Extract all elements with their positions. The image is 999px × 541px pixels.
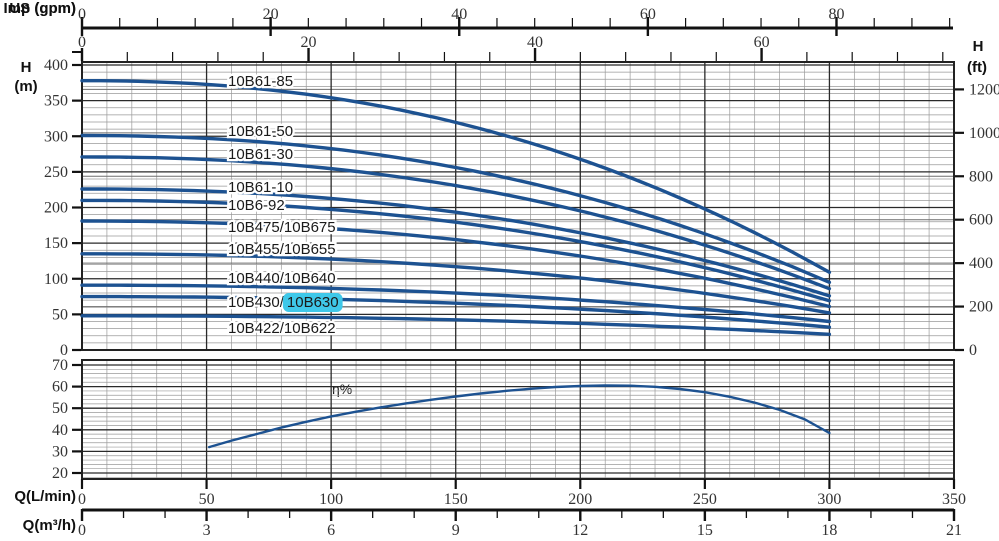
- us-gpm-tick-label: 40: [451, 6, 467, 23]
- curve-label-10B422/10B622: 10B422/10B622: [228, 320, 336, 337]
- h-m-tick-label: 100: [44, 271, 68, 288]
- h-m-tick-label: 150: [44, 235, 68, 252]
- curve-label-10B61-85: 10B61-85: [228, 73, 293, 90]
- eta-tick-label: 40: [52, 422, 68, 439]
- q-lmin-tick-label: 250: [693, 491, 717, 508]
- h-m-axis-title: H: [20, 59, 32, 76]
- curve-label-10B61-50: 10B61-50: [228, 123, 293, 140]
- curve-10B440/10B640: [80, 283, 832, 324]
- curve-10B6-92: [80, 198, 832, 303]
- eta-tick-label: 20: [52, 465, 68, 482]
- imp-gpm-tick-label: 60: [754, 34, 770, 51]
- curves: [80, 79, 832, 449]
- q-m3h-tick-label: 12: [572, 522, 588, 539]
- q-m3h-tick-label: 15: [697, 522, 713, 539]
- h-m-tick-label: 300: [44, 128, 68, 145]
- h-ft-tick-label: 1200: [969, 81, 999, 98]
- curve-10B422/10B622: [80, 314, 832, 336]
- h-ft-tick-label: 600: [969, 212, 993, 229]
- efficiency-plot-border: [81, 359, 955, 480]
- efficiency-curve-label: η%: [332, 381, 353, 397]
- q-lmin-axis-title: Q(L/min): [14, 488, 76, 505]
- h-m-tick-label: 50: [52, 306, 68, 323]
- q-lmin-tick-label: 150: [444, 491, 468, 508]
- h-m-tick-label: 0: [60, 342, 68, 359]
- us-gpm-tick-label: 80: [828, 6, 844, 23]
- grid-dark: [82, 62, 954, 479]
- h-m-tick-label: 350: [44, 93, 68, 110]
- imp-gpm-tick-label: 40: [527, 34, 543, 51]
- imp-gpm-axis-title: Imp (gpm): [3, 0, 77, 17]
- curve-label-10B430/10B630: 10B430/: [228, 294, 285, 311]
- h-ft-tick-label: 800: [969, 168, 993, 185]
- us-gpm-axis-title: US (gpm): [9, 0, 76, 17]
- curve-label-highlighted-part: 10B630: [287, 294, 339, 311]
- h-ft-tick-label: 400: [969, 255, 993, 272]
- h-m-tick-label: 250: [44, 164, 68, 181]
- h-ft-axis-unit: (ft): [967, 59, 987, 76]
- us-gpm-tick-label: 0: [78, 6, 86, 23]
- q-m3h-axis-title: Q(m³/h): [22, 517, 76, 534]
- curve-label-10B440/10B640: 10B440/10B640: [228, 270, 336, 287]
- q-m3h-tick-label: 0: [78, 522, 86, 539]
- curve-10B61-30: [80, 155, 832, 291]
- curve-10B430/10B630: [80, 294, 832, 329]
- q-lmin-tick-label: 200: [568, 491, 592, 508]
- head-plot-border: [81, 61, 955, 351]
- curve-10B475/10B675: [80, 219, 832, 309]
- q-lmin-tick-label: 350: [942, 491, 966, 508]
- curve-label-10B6-92: 10B6-92: [228, 197, 285, 214]
- plot-borders: [81, 61, 955, 480]
- h-ft-tick-label: 1000: [969, 125, 999, 142]
- curve-10B455/10B655: [80, 252, 832, 315]
- q-m3h-tick-label: 18: [821, 522, 837, 539]
- h-m-axis-unit: (m): [14, 78, 38, 95]
- curve-label-10B61-10: 10B61-10: [228, 179, 293, 196]
- q-lmin-tick-label: 300: [817, 491, 841, 508]
- us-gpm-tick-label: 60: [640, 6, 656, 23]
- imp-gpm-tick-label: 20: [301, 34, 317, 51]
- curve-label-10B455/10B655: 10B455/10B655: [228, 241, 336, 258]
- curve-label-10B475/10B675: 10B475/10B675: [228, 219, 336, 236]
- eta-tick-label: 70: [52, 357, 68, 374]
- q-lmin-tick-label: 100: [319, 491, 343, 508]
- q-m3h-tick-label: 6: [327, 522, 335, 539]
- h-ft-axis-title: H: [972, 38, 984, 55]
- curve-label-10B61-30: 10B61-30: [228, 146, 293, 163]
- q-m3h-tick-label: 21: [946, 522, 962, 539]
- h-ft-tick-label: 0: [969, 342, 977, 359]
- eta-tick-label: 30: [52, 443, 68, 460]
- q-m3h-tick-label: 3: [203, 522, 211, 539]
- curve-10B61-50: [80, 133, 832, 284]
- us-gpm-tick-label: 20: [263, 6, 279, 23]
- q-m3h-tick-label: 9: [452, 522, 460, 539]
- curve-10B61-85: [80, 79, 832, 274]
- h-ft-tick-label: 200: [969, 299, 993, 316]
- h-m-tick-label: 400: [44, 57, 68, 74]
- curve-10B61-10: [80, 187, 832, 298]
- q-lmin-tick-label: 0: [78, 491, 86, 508]
- h-m-tick-label: 200: [44, 200, 68, 217]
- axes-and-ticks: 0 20 40 60 800 20 40 60050100150200250300350400…: [44, 6, 999, 539]
- imp-gpm-tick-label: 0: [78, 34, 86, 51]
- q-lmin-tick-label: 50: [199, 491, 215, 508]
- eta-tick-label: 60: [52, 379, 68, 396]
- efficiency-curve: [207, 384, 831, 449]
- eta-tick-label: 50: [52, 400, 68, 417]
- grid-medium: [82, 88, 954, 308]
- highlight-10B630: [282, 293, 343, 312]
